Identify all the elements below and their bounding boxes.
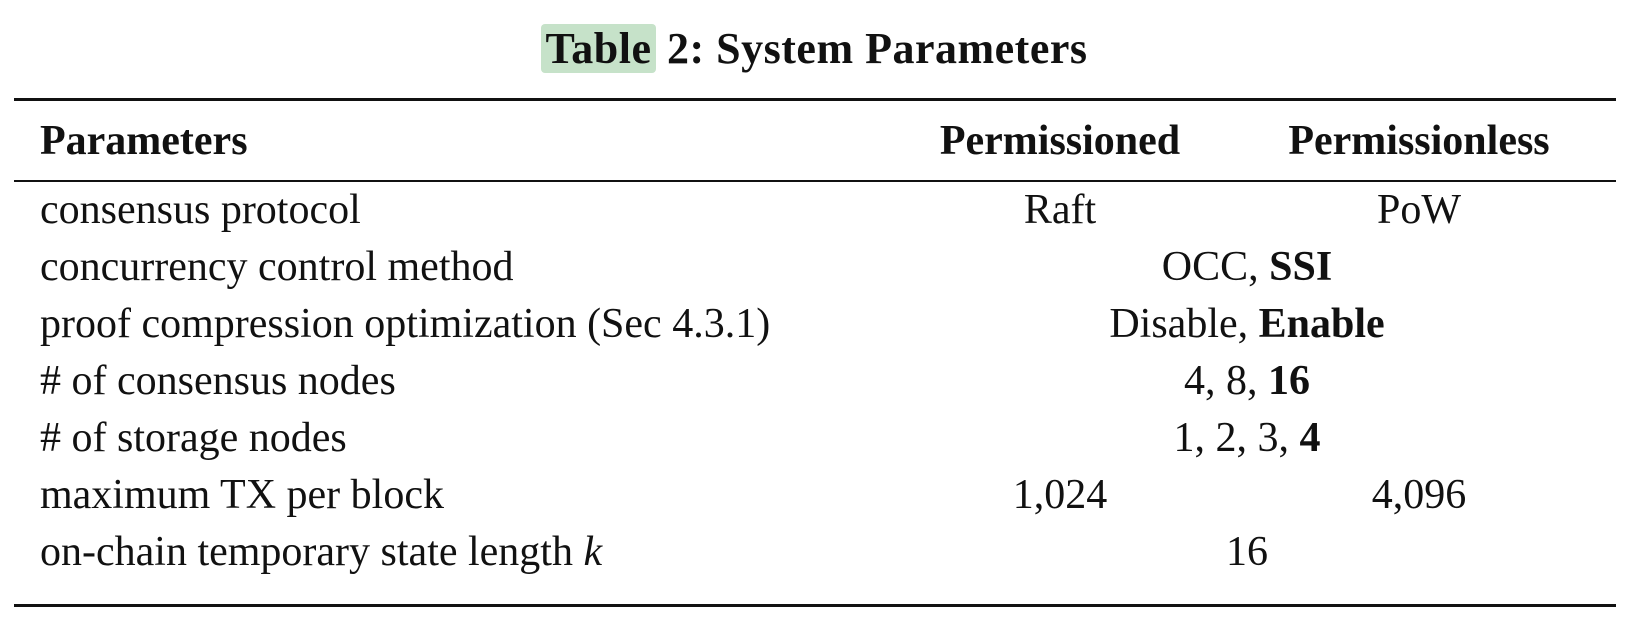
top-rule — [14, 98, 1616, 101]
permissionless-cell: 4,096 — [1371, 472, 1467, 518]
value-options: 1, 2, 3, — [1173, 415, 1300, 461]
table-header-row: Parameters Permissioned Permissionless — [0, 112, 1629, 170]
shared-value-cell: 4, 8, 16 — [910, 353, 1584, 410]
header-parameters: Parameters — [40, 118, 248, 164]
value-default: SSI — [1269, 244, 1333, 290]
table-row: proof compression optimization (Sec 4.3.… — [0, 296, 1629, 353]
header-permissionless: Permissionless — [1288, 118, 1550, 164]
value-default: Enable — [1258, 301, 1385, 347]
value-options: OCC, — [1161, 244, 1270, 290]
table-row: concurrency control method OCC, SSI — [0, 239, 1629, 296]
header-permissioned: Permissioned — [939, 118, 1181, 164]
permissioned-cell: Raft — [1023, 187, 1097, 233]
table-caption: Table 2: System Parameters — [0, 14, 1629, 84]
permissionless-cell: PoW — [1377, 187, 1461, 233]
param-cell: # of consensus nodes — [40, 358, 396, 404]
param-cell: maximum TX per block — [40, 472, 444, 518]
caption-text: 2: System Parameters — [655, 24, 1088, 73]
permissioned-cell: 1,024 — [1012, 472, 1108, 518]
value-default: 16 — [1268, 358, 1310, 404]
param-cell: proof compression optimization (Sec 4.3.… — [40, 301, 771, 347]
table-row: # of consensus nodes 4, 8, 16 — [0, 353, 1629, 410]
table-row: maximum TX per block 1,024 4,096 — [0, 467, 1629, 524]
value-options: Disable, — [1109, 301, 1259, 347]
header-rule — [14, 180, 1616, 182]
value-options: 4, 8, — [1184, 358, 1268, 404]
param-variable: k — [583, 529, 603, 575]
param-cell: consensus protocol — [40, 187, 361, 233]
bottom-rule — [14, 604, 1616, 607]
table-row: consensus protocol Raft PoW — [0, 182, 1629, 239]
shared-value-cell: Disable, Enable — [910, 296, 1584, 353]
param-cell: concurrency control method — [40, 244, 514, 290]
param-cell: # of storage nodes — [40, 415, 347, 461]
table-row: on-chain temporary state length k 16 — [0, 524, 1629, 581]
value-default: 4 — [1299, 415, 1321, 461]
shared-value-cell: OCC, SSI — [910, 239, 1584, 296]
param-cell: on-chain temporary state length k — [40, 524, 602, 581]
table-row: # of storage nodes 1, 2, 3, 4 — [0, 410, 1629, 467]
param-text: on-chain temporary state length — [40, 529, 584, 575]
shared-value-cell: 16 — [1226, 529, 1268, 575]
shared-value-cell: 1, 2, 3, 4 — [910, 410, 1584, 467]
caption-highlight: Table — [541, 24, 656, 73]
